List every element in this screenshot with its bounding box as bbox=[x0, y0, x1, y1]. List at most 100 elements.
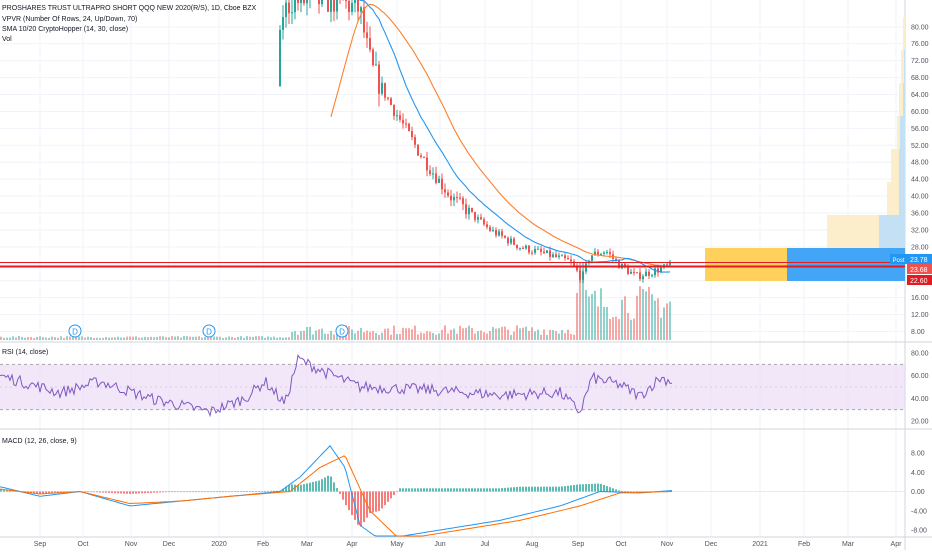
candle-body bbox=[474, 212, 476, 220]
volume-bar bbox=[129, 336, 131, 340]
candle-body bbox=[333, 0, 335, 11]
macd-histogram-bar bbox=[120, 492, 122, 494]
volume-bar bbox=[138, 338, 140, 340]
volume-bar bbox=[12, 336, 14, 340]
volume-bar bbox=[351, 329, 353, 340]
volume-bar bbox=[387, 328, 389, 340]
candle-body bbox=[534, 249, 536, 253]
volume-bar bbox=[333, 335, 335, 340]
volume-bar bbox=[516, 325, 518, 340]
price-axis-tick: 40.00 bbox=[911, 194, 929, 201]
macd-histogram-bar bbox=[561, 486, 563, 491]
macd-histogram-bar bbox=[168, 492, 170, 493]
macd-histogram-bar bbox=[132, 492, 134, 494]
volume-bar bbox=[228, 336, 230, 340]
volume-bar bbox=[198, 336, 200, 340]
volume-bar bbox=[561, 330, 563, 340]
macd-histogram-bar bbox=[192, 492, 194, 493]
macd-histogram-bar bbox=[108, 492, 110, 493]
candle-body bbox=[408, 124, 410, 131]
time-axis-tick: May bbox=[390, 541, 404, 548]
macd-histogram-bar bbox=[426, 488, 428, 491]
volume-bar bbox=[378, 335, 380, 340]
candle-body bbox=[546, 250, 548, 253]
macd-histogram-bar bbox=[396, 492, 398, 493]
macd-histogram-bar bbox=[435, 488, 437, 491]
macd-histogram-bar bbox=[255, 491, 257, 492]
volume-bar bbox=[348, 326, 350, 340]
post-price-value: 23.78 bbox=[910, 257, 928, 264]
candle-body bbox=[396, 115, 398, 116]
volume-bar bbox=[660, 318, 662, 340]
dividend-marker[interactable]: D bbox=[336, 325, 348, 337]
macd-histogram-bar bbox=[90, 492, 92, 493]
macd-histogram-bar bbox=[93, 492, 95, 493]
volume-bar bbox=[501, 327, 503, 340]
volume-bar bbox=[39, 336, 41, 340]
macd-histogram-bar bbox=[117, 492, 119, 494]
macd-histogram-bar bbox=[111, 492, 113, 494]
volume-bar bbox=[69, 337, 71, 340]
macd-histogram-bar bbox=[201, 492, 203, 493]
candle-body bbox=[492, 230, 494, 231]
macd-histogram-bar bbox=[186, 492, 188, 493]
volume-bar bbox=[480, 331, 482, 340]
volume-bar bbox=[153, 337, 155, 340]
candle-body bbox=[387, 98, 389, 99]
volume-profile-down bbox=[900, 116, 905, 149]
macd-histogram-bar bbox=[141, 492, 143, 494]
price-axis-tick: 12.00 bbox=[911, 312, 929, 319]
macd-histogram-bar bbox=[555, 487, 557, 492]
macd-histogram-bar bbox=[621, 491, 623, 492]
candle-body bbox=[279, 30, 281, 86]
macd-histogram-bar bbox=[216, 492, 218, 493]
volume-bar bbox=[615, 317, 617, 340]
volume-bar bbox=[324, 334, 326, 340]
macd-histogram-bar bbox=[381, 492, 383, 509]
candle-body bbox=[597, 252, 599, 255]
dividend-marker[interactable]: D bbox=[69, 325, 81, 337]
price-axis-tick: 8.00 bbox=[911, 329, 925, 336]
candle-body bbox=[510, 239, 512, 244]
time-axis-tick: Feb bbox=[257, 541, 269, 548]
volume-bar bbox=[21, 337, 23, 340]
volume-bar bbox=[642, 289, 644, 340]
macd-histogram-bar bbox=[237, 491, 239, 492]
rsi-axis-tick: 60.00 bbox=[911, 373, 929, 380]
volume-bar bbox=[597, 306, 599, 340]
candle-body bbox=[381, 83, 383, 94]
volume-bar bbox=[195, 337, 197, 340]
candle-body bbox=[483, 219, 485, 224]
sma-fast-line[interactable] bbox=[331, 0, 670, 272]
volume-bar bbox=[432, 333, 434, 340]
vpvr-legend: VPVR (Number Of Rows, 24, Up/Down, 70) bbox=[2, 16, 137, 23]
volume-bar bbox=[126, 337, 128, 340]
candle-body bbox=[360, 7, 362, 11]
macd-signal-line[interactable] bbox=[0, 456, 672, 536]
macd-axis-tick: 0.00 bbox=[911, 489, 925, 496]
volume-bar bbox=[573, 335, 575, 340]
volume-bar bbox=[147, 337, 149, 340]
volume-bar bbox=[441, 330, 443, 340]
volume-bar bbox=[15, 337, 17, 340]
volume-bar bbox=[207, 337, 209, 340]
volume-bar bbox=[381, 333, 383, 340]
dividend-marker[interactable]: D bbox=[203, 325, 215, 337]
volume-bar bbox=[84, 337, 86, 340]
volume-bar bbox=[507, 330, 509, 340]
macd-histogram-bar bbox=[453, 488, 455, 491]
candle-body bbox=[645, 272, 647, 277]
candle-body bbox=[429, 170, 431, 174]
price-axis-tick: 56.00 bbox=[911, 126, 929, 133]
volume-bar bbox=[552, 330, 554, 340]
volume-bar bbox=[312, 334, 314, 340]
volume-bar bbox=[489, 331, 491, 340]
rsi-axis-tick: 20.00 bbox=[911, 419, 929, 426]
macd-histogram-bar bbox=[459, 488, 461, 491]
volume-bar bbox=[369, 332, 371, 340]
volume-bar bbox=[240, 336, 242, 340]
macd-histogram-bar bbox=[162, 492, 164, 493]
candle-body bbox=[513, 239, 515, 245]
volume-bar bbox=[63, 338, 65, 340]
